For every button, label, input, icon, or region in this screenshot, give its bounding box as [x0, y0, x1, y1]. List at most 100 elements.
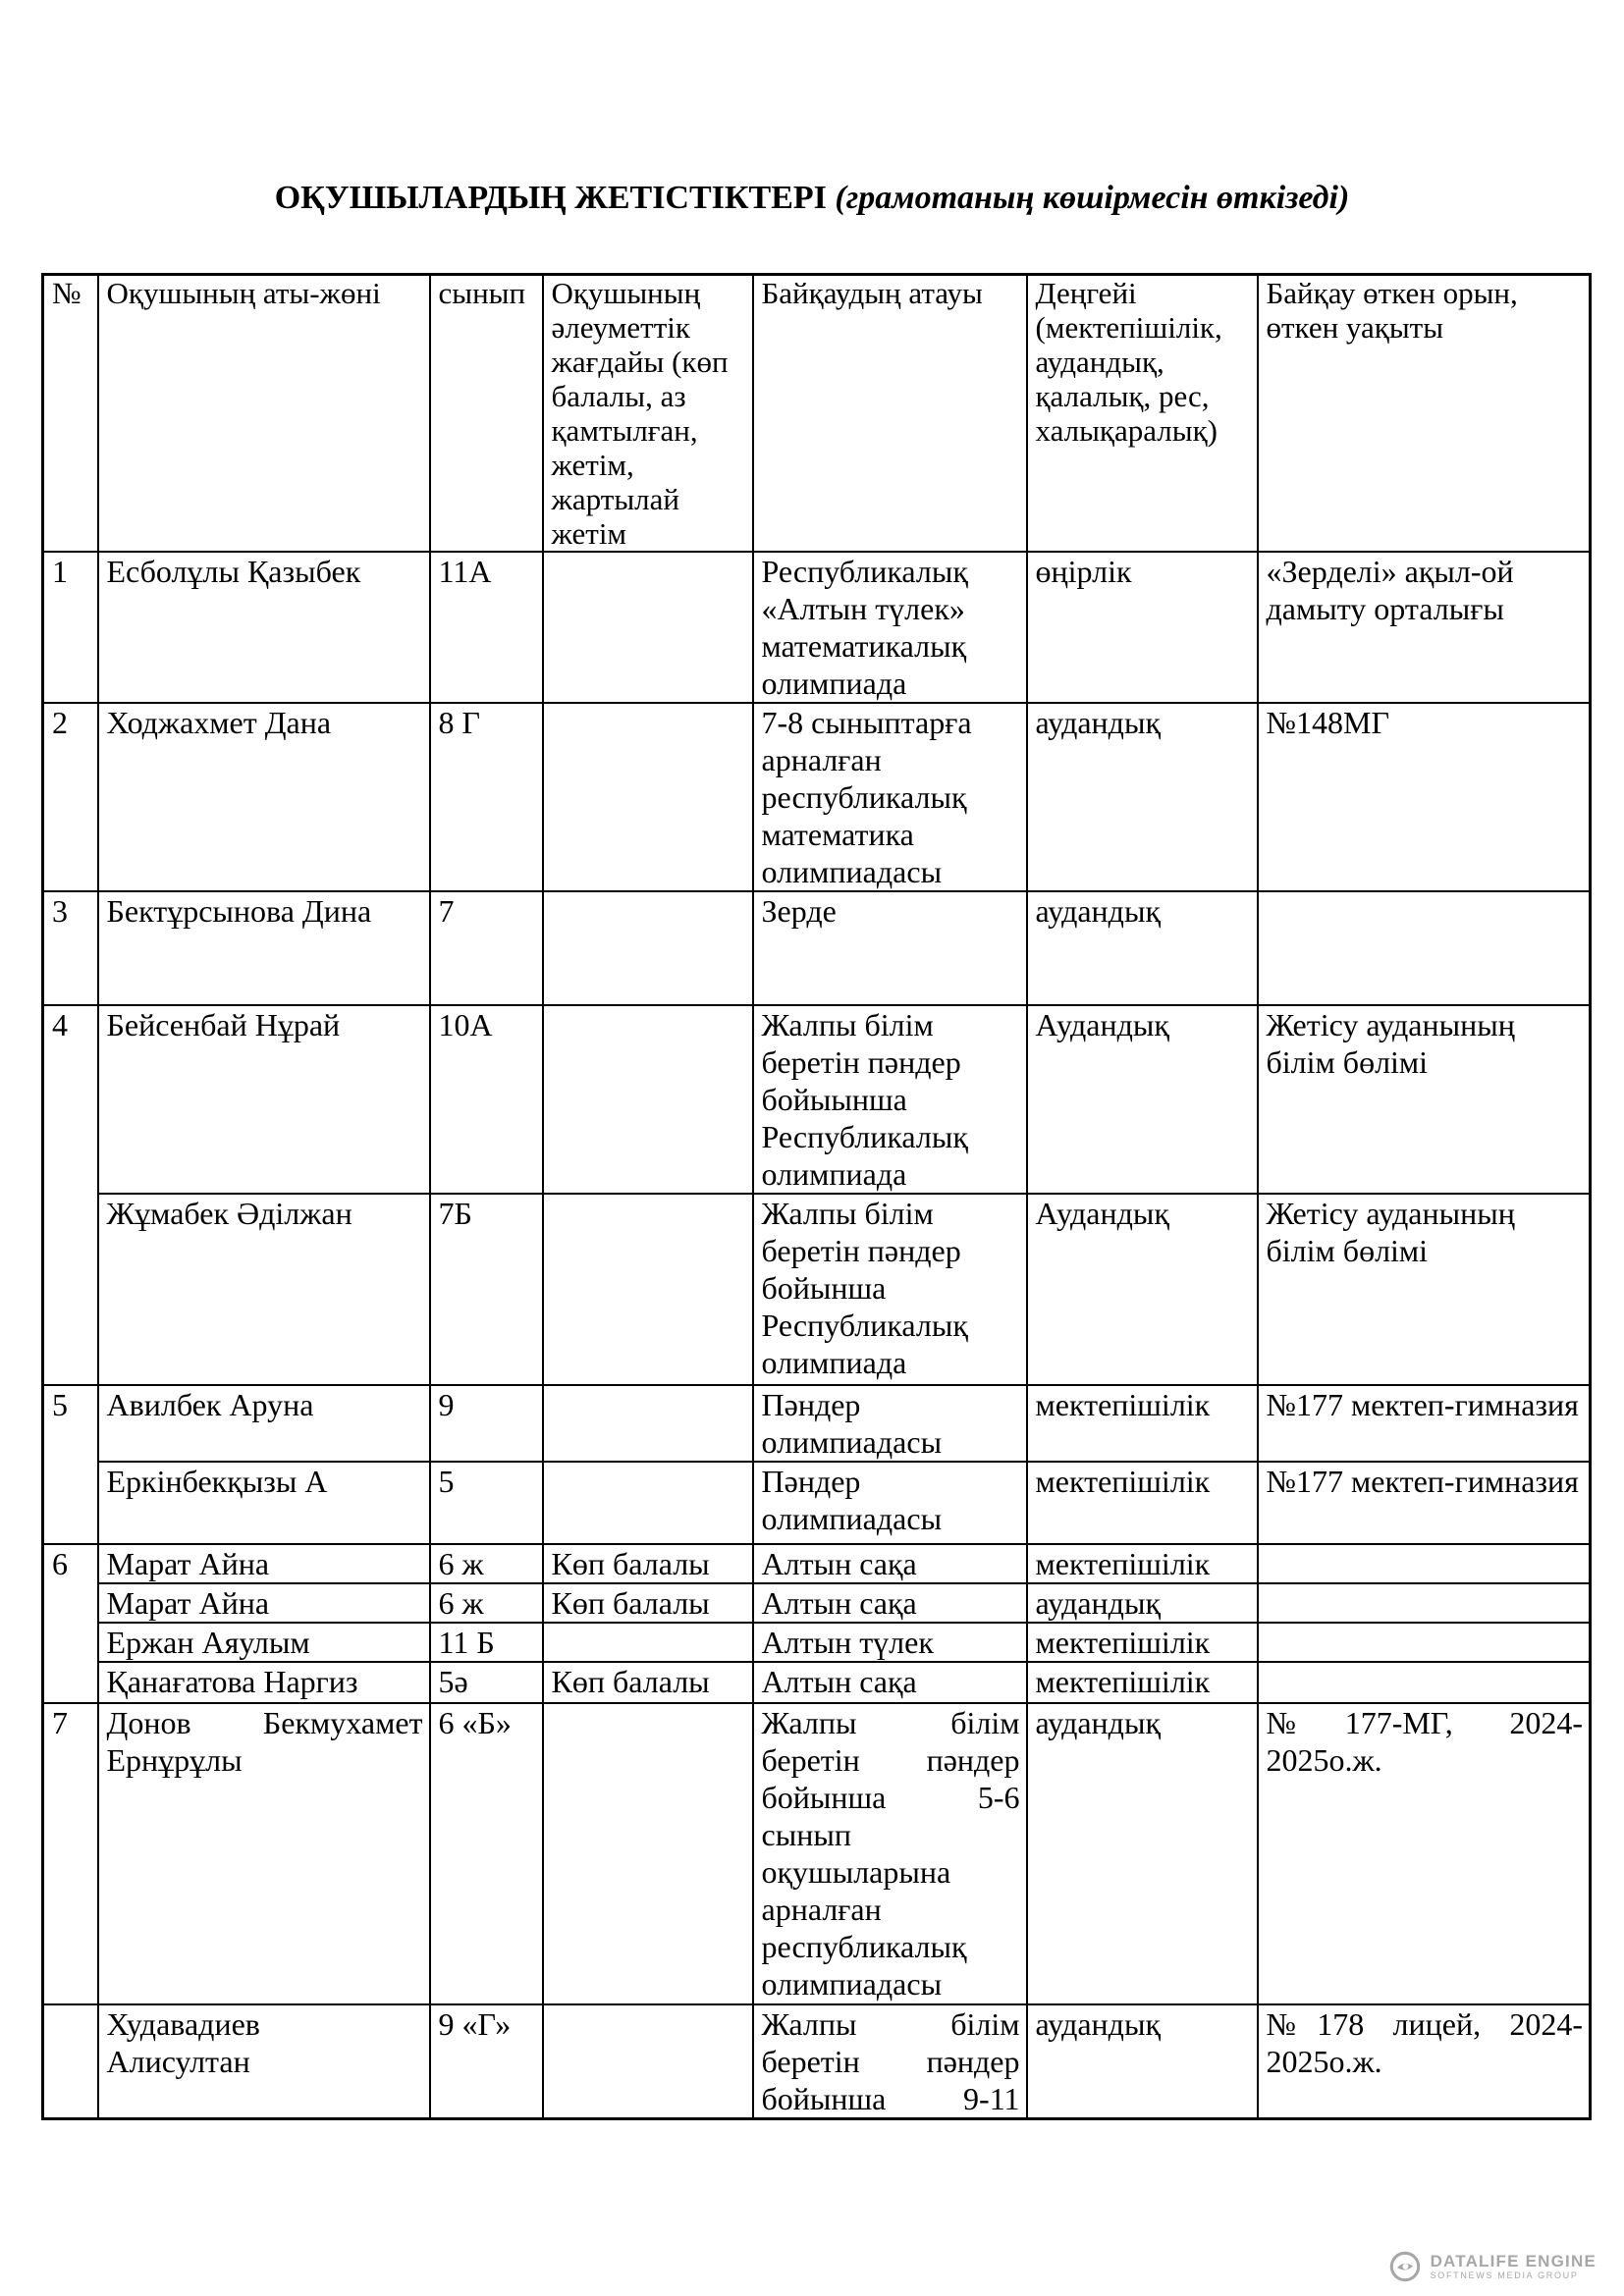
row-number-cell: 3 — [41, 890, 99, 1006]
level-cell: аудандық — [1025, 1582, 1259, 1624]
grade-cell: 9 — [428, 1384, 544, 1463]
student-name-cell: Бектұрсынова Дина — [96, 890, 431, 1006]
grade-cell: 11 Б — [428, 1622, 544, 1663]
grade-cell: 8 Г — [428, 702, 544, 892]
place-time-cell: Жетісу ауданының білім бөлімі — [1256, 1004, 1592, 1195]
place-time-cell: «Зерделі» ақыл-ой дамыту орталығы — [1256, 551, 1592, 704]
place-time-cell: №178 лицей, 2024- 2025о.ж. — [1256, 2003, 1592, 2120]
social-status-cell — [541, 1004, 754, 1195]
place-time-cell — [1256, 1543, 1592, 1584]
row-number-cell: 7 — [41, 1702, 99, 2005]
datalife-logo-subtitle: SOFTNEWS MEDIA GROUP — [1430, 2269, 1579, 2280]
table-row: 5 Авилбек Аруна 9 Пәндер олимпиадасы мек… — [41, 1384, 1592, 1545]
datalife-engine-watermark: DATALIFE ENGINE SOFTNEWS MEDIA GROUP — [1388, 2250, 1597, 2283]
table-row: Жұмабек Әділжан 7Б Жалпы білім беретін п… — [43, 1193, 1592, 1386]
table-row: 1 Есболұлы Қазыбек 11А Республикалық «Ал… — [41, 551, 1592, 704]
social-status-cell: Көп балалы — [541, 1661, 754, 1704]
page-title: ОҚУШЫЛАРДЫҢ ЖЕТІСТІКТЕРІ (грамотаның көш… — [0, 180, 1624, 217]
table-row: 6 Марат Айна 6 ж Көп балалы Алтын сақа м… — [41, 1543, 1592, 1704]
place-time-cell — [1256, 1582, 1592, 1624]
table-row: Қанағатова Наргиз 5ә Көп балалы Алтын са… — [43, 1661, 1592, 1704]
grade-cell: 11А — [428, 551, 544, 704]
social-status-cell — [541, 1384, 754, 1463]
social-status-cell — [541, 890, 754, 1006]
competition-cell: Пәндер олимпиадасы — [751, 1384, 1028, 1463]
grade-cell: 6 ж — [428, 1543, 544, 1584]
level-cell: мектепішілік — [1025, 1622, 1259, 1663]
competition-cell: Жалпы білім беретін пәндер бойынша 5-6 с… — [751, 1702, 1028, 2005]
student-name-cell: Авилбек Аруна — [96, 1384, 431, 1463]
competition-cell: Алтын сақа — [751, 1582, 1028, 1624]
place-time-cell: №177-МГ, 2024- 2025о.ж. — [1256, 1702, 1592, 2005]
table-row: Ержан Аяулым 11 Б Алтын түлек мектепішіл… — [43, 1622, 1592, 1663]
level-cell: аудандық — [1025, 890, 1259, 1006]
social-status-cell — [541, 551, 754, 704]
competition-cell: Республикалық «Алтын түлек» математикалы… — [751, 551, 1028, 704]
datalife-logo-icon — [1388, 2250, 1422, 2283]
achievements-table: № Оқушының аты-жөні сынып Оқушының әлеум… — [41, 273, 1592, 2120]
competition-cell: Алтын сақа — [751, 1543, 1028, 1584]
table-row: 4 Бейсенбай Нұрай 10А Жалпы білім береті… — [41, 1004, 1592, 1386]
grade-cell: 10А — [428, 1004, 544, 1195]
place-time-cell: №177 мектеп-гимназия — [1256, 1384, 1592, 1463]
level-cell: мектепішілік — [1025, 1384, 1259, 1463]
level-cell: өңірлік — [1025, 551, 1259, 704]
column-header-student-name: Оқушының аты-жөні — [96, 273, 431, 553]
place-time-cell — [1256, 890, 1592, 1006]
grade-cell: 7 — [428, 890, 544, 1006]
competition-cell: Жалпы білім беретін пәндер бойынша 9-11 — [751, 2003, 1028, 2120]
grade-cell: 5ә — [428, 1661, 544, 1704]
social-status-cell: Көп балалы — [541, 1582, 754, 1624]
header-row: № Оқушының аты-жөні сынып Оқушының әлеум… — [41, 273, 1592, 553]
student-name-cell: Есболұлы Қазыбек — [96, 551, 431, 704]
table-row: Худавадиев Алисултан 9 «Г» Жалпы білім б… — [41, 2003, 1592, 2120]
column-header-number: № — [41, 273, 99, 553]
table-row: 2 Ходжахмет Дана 8 Г 7-8 сыныптарға арна… — [41, 702, 1592, 892]
student-name-cell: Еркінбекқызы А — [96, 1461, 431, 1545]
level-cell: мектепішілік — [1025, 1543, 1259, 1584]
column-header-place-time: Байқау өткен орын, өткен уақыты — [1256, 273, 1592, 553]
competition-cell: 7-8 сыныптарға арналған республикалық ма… — [751, 702, 1028, 892]
social-status-cell — [541, 1702, 754, 2005]
competition-cell: Жалпы білім беретін пәндер бойыынша Респ… — [751, 1004, 1028, 1195]
row-number-cell — [41, 2003, 99, 2120]
level-cell: аудандық — [1025, 2003, 1259, 2120]
social-status-cell — [541, 702, 754, 892]
table-row: 3 Бектұрсынова Дина 7 Зерде аудандық — [41, 890, 1592, 1006]
social-status-cell — [541, 1461, 754, 1545]
level-cell: Аудандық — [1025, 1004, 1259, 1195]
competition-cell: Зерде — [751, 890, 1028, 1006]
column-header-social-status: Оқушының әлеуметтік жағдайы (көп балалы,… — [541, 273, 754, 553]
row-number-cell: 6 — [41, 1543, 99, 1704]
level-cell: аудандық — [1025, 702, 1259, 892]
row-number-cell: 4 — [41, 1004, 99, 1386]
student-name-cell: Ержан Аяулым — [96, 1622, 431, 1663]
grade-cell: 6 ж — [428, 1582, 544, 1624]
level-cell: аудандық — [1025, 1702, 1259, 2005]
student-name-cell: Марат Айна — [96, 1543, 431, 1584]
place-time-cell — [1256, 1661, 1592, 1704]
competition-cell: Жалпы білім беретін пәндер бойынша Респу… — [751, 1193, 1028, 1386]
row-number-cell: 5 — [41, 1384, 99, 1545]
social-status-cell — [541, 1193, 754, 1386]
table-row: Марат Айна 6 ж Көп балалы Алтын сақа ауд… — [43, 1582, 1592, 1624]
table-row: Еркінбекқызы А 5 Пәндер олимпиадасы мект… — [43, 1461, 1592, 1545]
row-number-cell: 2 — [41, 702, 99, 892]
competition-cell: Алтын сақа — [751, 1661, 1028, 1704]
grade-cell: 9 «Г» — [428, 2003, 544, 2120]
grade-cell: 7Б — [428, 1193, 544, 1386]
place-time-cell: Жетісу ауданының білім бөлімі — [1256, 1193, 1592, 1386]
competition-cell: Алтын түлек — [751, 1622, 1028, 1663]
table-row: 7 Донов Бекмухамет Ернұрұлы 6 «Б» Жалпы … — [41, 1702, 1592, 2005]
grade-cell: 6 «Б» — [428, 1702, 544, 2005]
social-status-cell: Көп балалы — [541, 1543, 754, 1584]
student-name-cell: Жұмабек Әділжан — [96, 1193, 431, 1386]
column-header-competition-name: Байқаудың атауы — [751, 273, 1028, 553]
page-title-main: ОҚУШЫЛАРДЫҢ ЖЕТІСТІКТЕРІ — [274, 180, 827, 216]
page-title-note: (грамотаның көшірмесін өткізеді) — [835, 180, 1350, 216]
place-time-cell: №177 мектеп-гимназия — [1256, 1461, 1592, 1545]
level-cell: Аудандық — [1025, 1193, 1259, 1386]
competition-cell: Пәндер олимпиадасы — [751, 1461, 1028, 1545]
datalife-logo-title: DATALIFE ENGINE — [1430, 2251, 1597, 2270]
